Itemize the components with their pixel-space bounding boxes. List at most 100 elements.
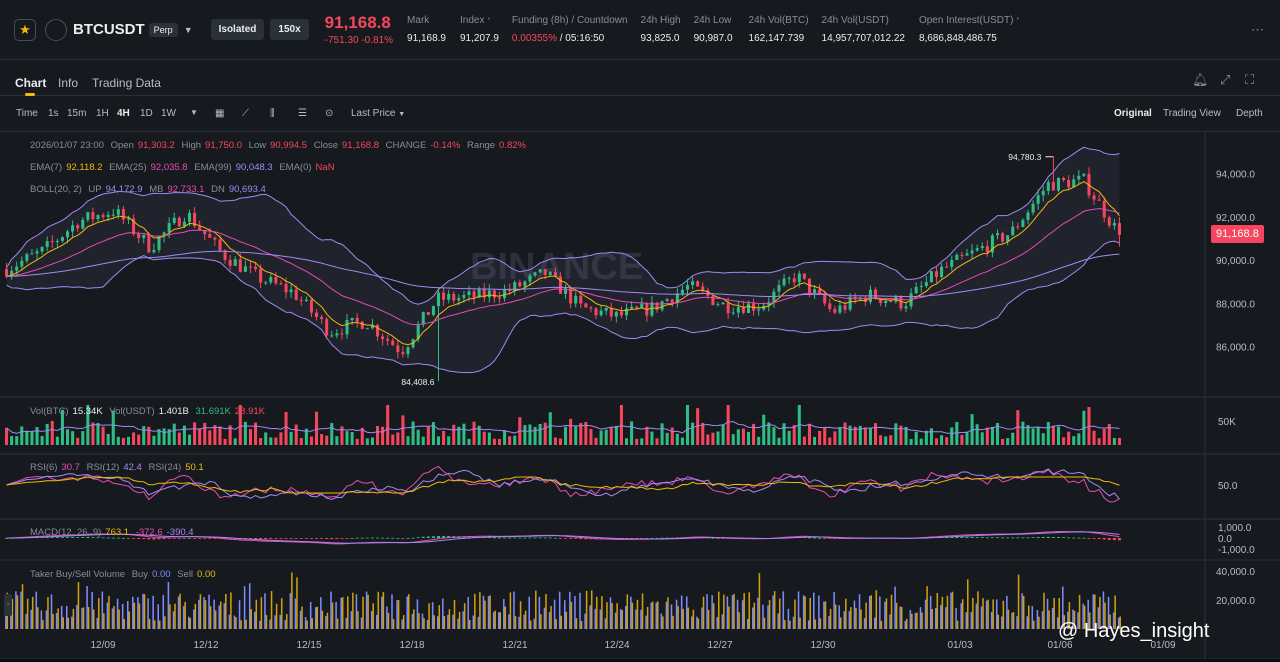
candle-type-icon[interactable]: ⫼ <box>270 108 275 119</box>
taker-sell-bar <box>626 594 629 629</box>
macd-histogram-bar <box>375 537 380 539</box>
taker-sell-bar <box>509 592 512 629</box>
volume-bar <box>945 437 949 445</box>
volume-axis-label: 50K <box>1218 417 1236 428</box>
symbol-name[interactable]: BTCUSDT <box>73 21 145 38</box>
macd-histogram-bar <box>442 535 446 538</box>
macd-histogram-bar <box>162 538 166 540</box>
drawing-tools-icon[interactable]: ☰ <box>298 108 307 119</box>
candle-body <box>76 225 80 229</box>
taker-sell-bar <box>275 603 278 629</box>
calendar-icon[interactable]: ▦ <box>215 108 225 119</box>
time-label: Time <box>16 108 38 119</box>
symbol-dropdown-chevron-icon[interactable]: ▼ <box>183 24 193 35</box>
taker-sell-bar <box>148 618 151 629</box>
date-axis-label: 12/09 <box>90 640 115 651</box>
candle-body <box>1107 217 1111 226</box>
taker-sell-bar <box>784 620 786 629</box>
interval-15m[interactable]: 15m <box>67 108 87 119</box>
taker-buy-bar <box>980 606 983 629</box>
candle-body <box>472 291 476 298</box>
date-axis-label: 12/30 <box>810 640 835 651</box>
interval-1w[interactable]: 1W <box>161 108 176 119</box>
candle-body <box>203 230 207 235</box>
interval-4h[interactable]: 4H <box>117 108 130 119</box>
candle-body <box>340 333 344 335</box>
tab-info[interactable]: Info <box>58 76 79 90</box>
candle-body <box>177 217 181 227</box>
taker-sell-bar <box>865 602 867 629</box>
taker-buy-bar <box>426 619 429 629</box>
taker-sell-bar <box>291 572 293 629</box>
volume-bar <box>508 436 512 445</box>
chart-area[interactable]: BINANCE 94,780.384,408.694,000.092,000.0… <box>0 132 1280 660</box>
candle-body <box>254 266 258 270</box>
taker-sell-bar <box>250 609 252 629</box>
macd-histogram-bar <box>325 538 329 539</box>
volume-bar <box>899 425 903 445</box>
taker-sell-bar <box>763 617 766 629</box>
taker-sell-bar <box>265 615 268 629</box>
taker-buy-bar <box>487 596 490 629</box>
volume-bar <box>1011 432 1015 445</box>
favorite-star-icon[interactable]: ★ <box>14 18 36 41</box>
indicator-icon[interactable]: ⟋ <box>242 108 249 119</box>
volume-bar <box>838 427 842 445</box>
volume-bar <box>792 425 796 445</box>
candle-body <box>924 282 928 287</box>
view-original[interactable]: Original <box>1114 108 1152 119</box>
volume-bar <box>132 432 136 445</box>
taker-buy-bar <box>1026 616 1028 629</box>
candle-body <box>955 255 959 260</box>
price-type-select[interactable]: Last Price ▼ <box>351 108 406 119</box>
taker-buy-bar <box>477 616 480 629</box>
taker-sell-bar <box>433 615 435 629</box>
interval-dropdown-icon[interactable]: ▼ <box>190 108 198 117</box>
tab-trading-data[interactable]: Trading Data <box>92 76 161 90</box>
taker-buy-bar <box>619 609 622 629</box>
taker-buy-bar <box>238 600 241 629</box>
candle-body <box>345 320 349 335</box>
bell-icon[interactable]: 🔔︎ <box>1192 72 1209 87</box>
volume-bar <box>650 431 654 445</box>
leverage-button[interactable]: 150x <box>270 19 309 40</box>
taker-buy-bar <box>823 601 825 629</box>
candle-body <box>1067 180 1071 188</box>
more-options-icon[interactable]: ⋯ <box>1251 22 1264 37</box>
collapse-panel-handle[interactable]: › <box>4 594 12 616</box>
credit-watermark: @ Hayes_insight <box>1058 620 1210 642</box>
volume-bar <box>482 431 486 445</box>
volume-bar <box>45 423 49 445</box>
volume-bar <box>909 438 913 445</box>
interval-1s[interactable]: 1s <box>48 108 59 119</box>
settings-icon[interactable]: ⊙ <box>325 108 334 119</box>
candle-body <box>172 217 176 224</box>
taker-sell-bar <box>443 615 446 629</box>
candle-body <box>60 237 64 241</box>
fullscreen-icon[interactable]: ⛶ <box>1245 72 1255 87</box>
taker-sell-bar <box>463 603 466 629</box>
stat-24h-vol-btc: 24h Vol(BTC) 162,147.739 <box>748 15 809 44</box>
volume-bar <box>40 435 44 445</box>
candle-body <box>736 307 740 313</box>
volume-bar <box>619 405 623 445</box>
taker-sell-bar <box>1063 615 1066 629</box>
taker-sell-bar <box>982 598 984 629</box>
taker-sell-bar <box>545 594 547 629</box>
volume-bar <box>447 436 451 445</box>
volume-bar <box>1021 421 1025 445</box>
interval-1h[interactable]: 1H <box>96 108 109 119</box>
macd-histogram-bar <box>386 537 390 539</box>
taker-buy-bar <box>81 607 83 629</box>
interval-1d[interactable]: 1D <box>140 108 153 119</box>
volume-bar <box>818 430 822 445</box>
macd-histogram-bar <box>259 538 263 540</box>
view-trading-view[interactable]: Trading View <box>1163 108 1221 119</box>
tab-chart[interactable]: Chart <box>15 76 47 90</box>
volume-bar <box>177 432 181 445</box>
taker-buy-bar <box>152 595 154 629</box>
margin-mode-button[interactable]: Isolated <box>210 19 265 40</box>
view-depth[interactable]: Depth <box>1236 108 1263 119</box>
expand-icon[interactable]: ⤢ <box>1220 72 1231 87</box>
volume-bar <box>975 424 979 445</box>
